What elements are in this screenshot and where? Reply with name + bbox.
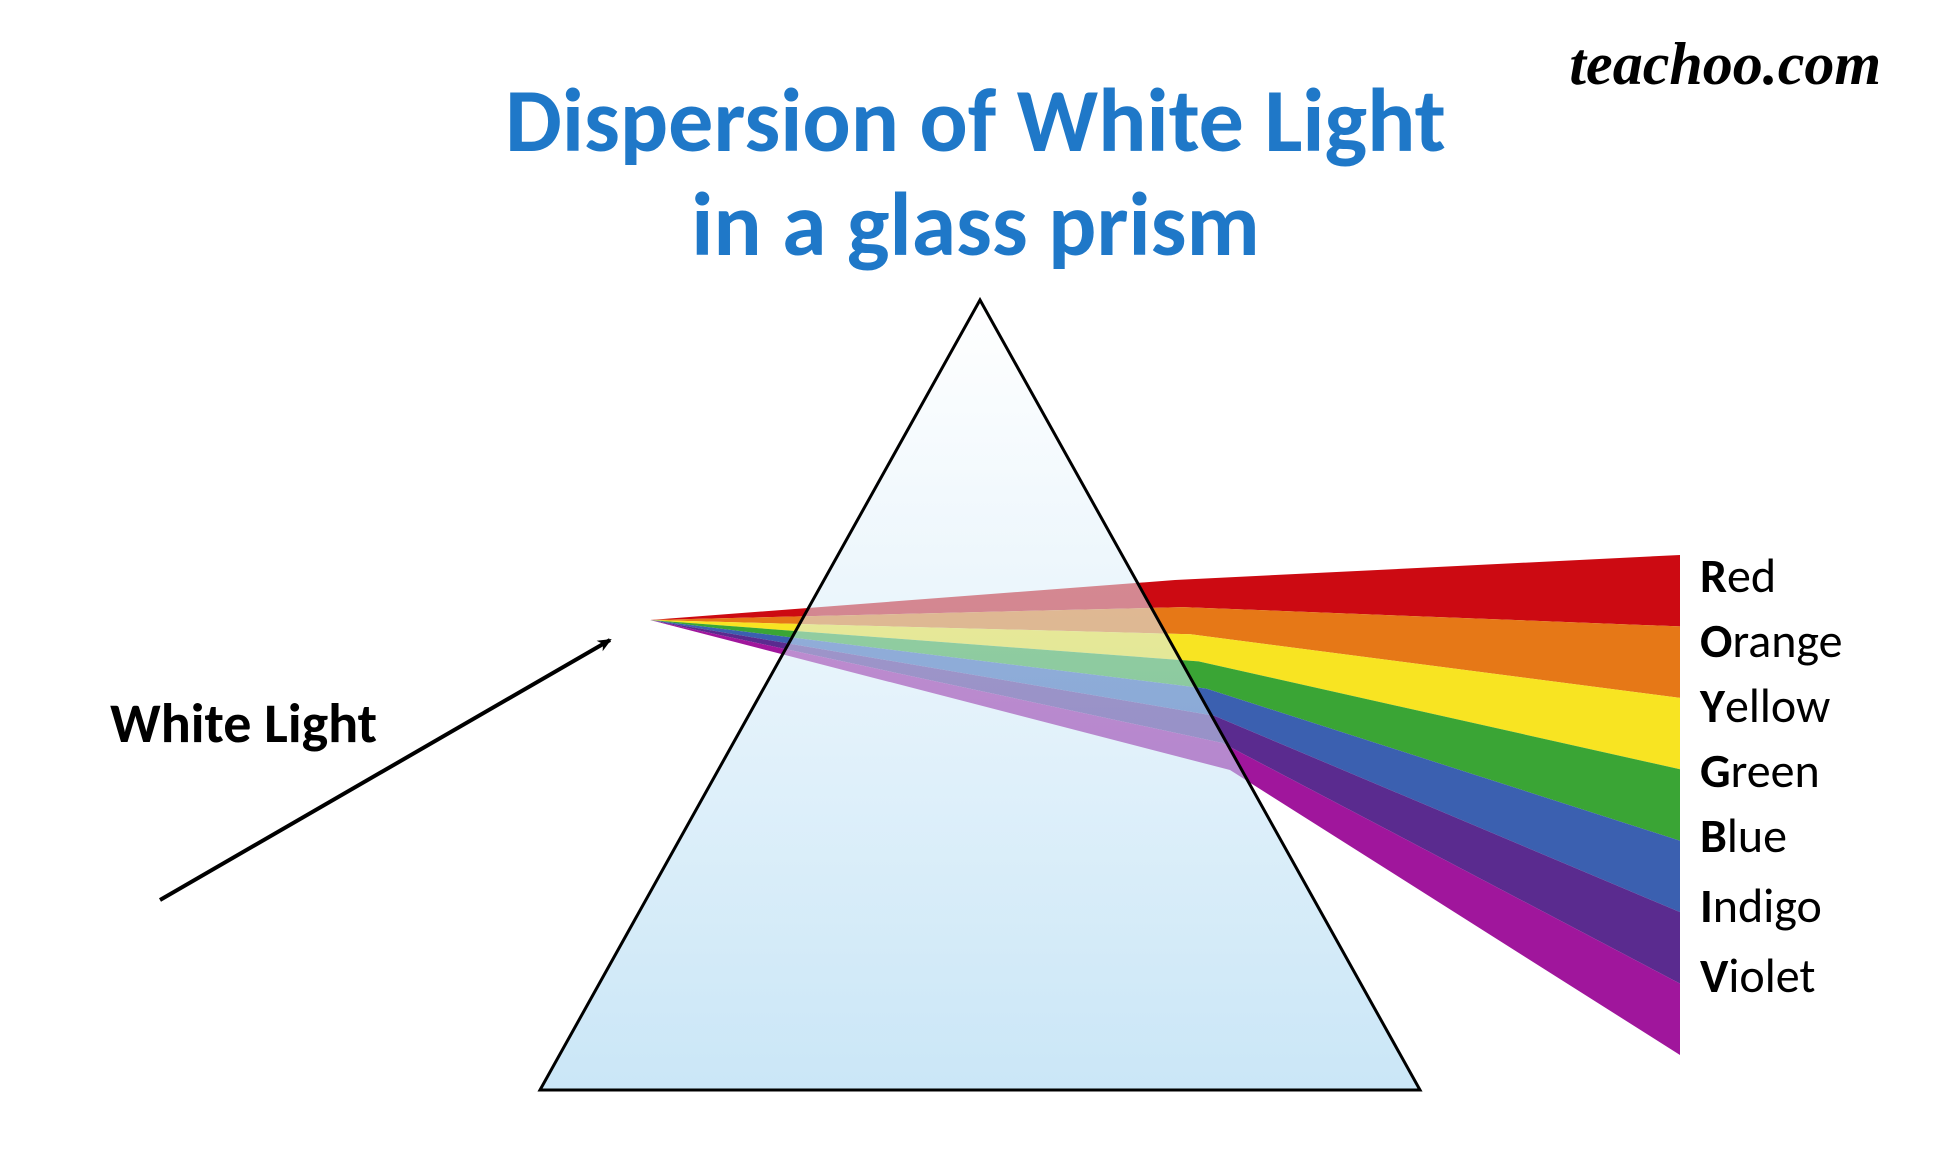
spectrum-label-i: Indigo <box>1700 876 1822 935</box>
prism-diagram-svg <box>0 0 1951 1172</box>
diagram-stage: teachoo.com Dispersion of White Light in… <box>0 0 1951 1172</box>
spectrum-label-b: Blue <box>1700 806 1787 865</box>
spectrum-label-r: Red <box>1700 546 1776 605</box>
white-light-label: White Light <box>110 690 377 758</box>
spectrum-label-o: Orange <box>1700 611 1843 670</box>
spectrum-label-g: Green <box>1700 741 1820 800</box>
spectrum-label-v: Violet <box>1700 946 1815 1005</box>
spectrum-label-y: Yellow <box>1700 676 1830 735</box>
incident-ray <box>160 640 610 900</box>
